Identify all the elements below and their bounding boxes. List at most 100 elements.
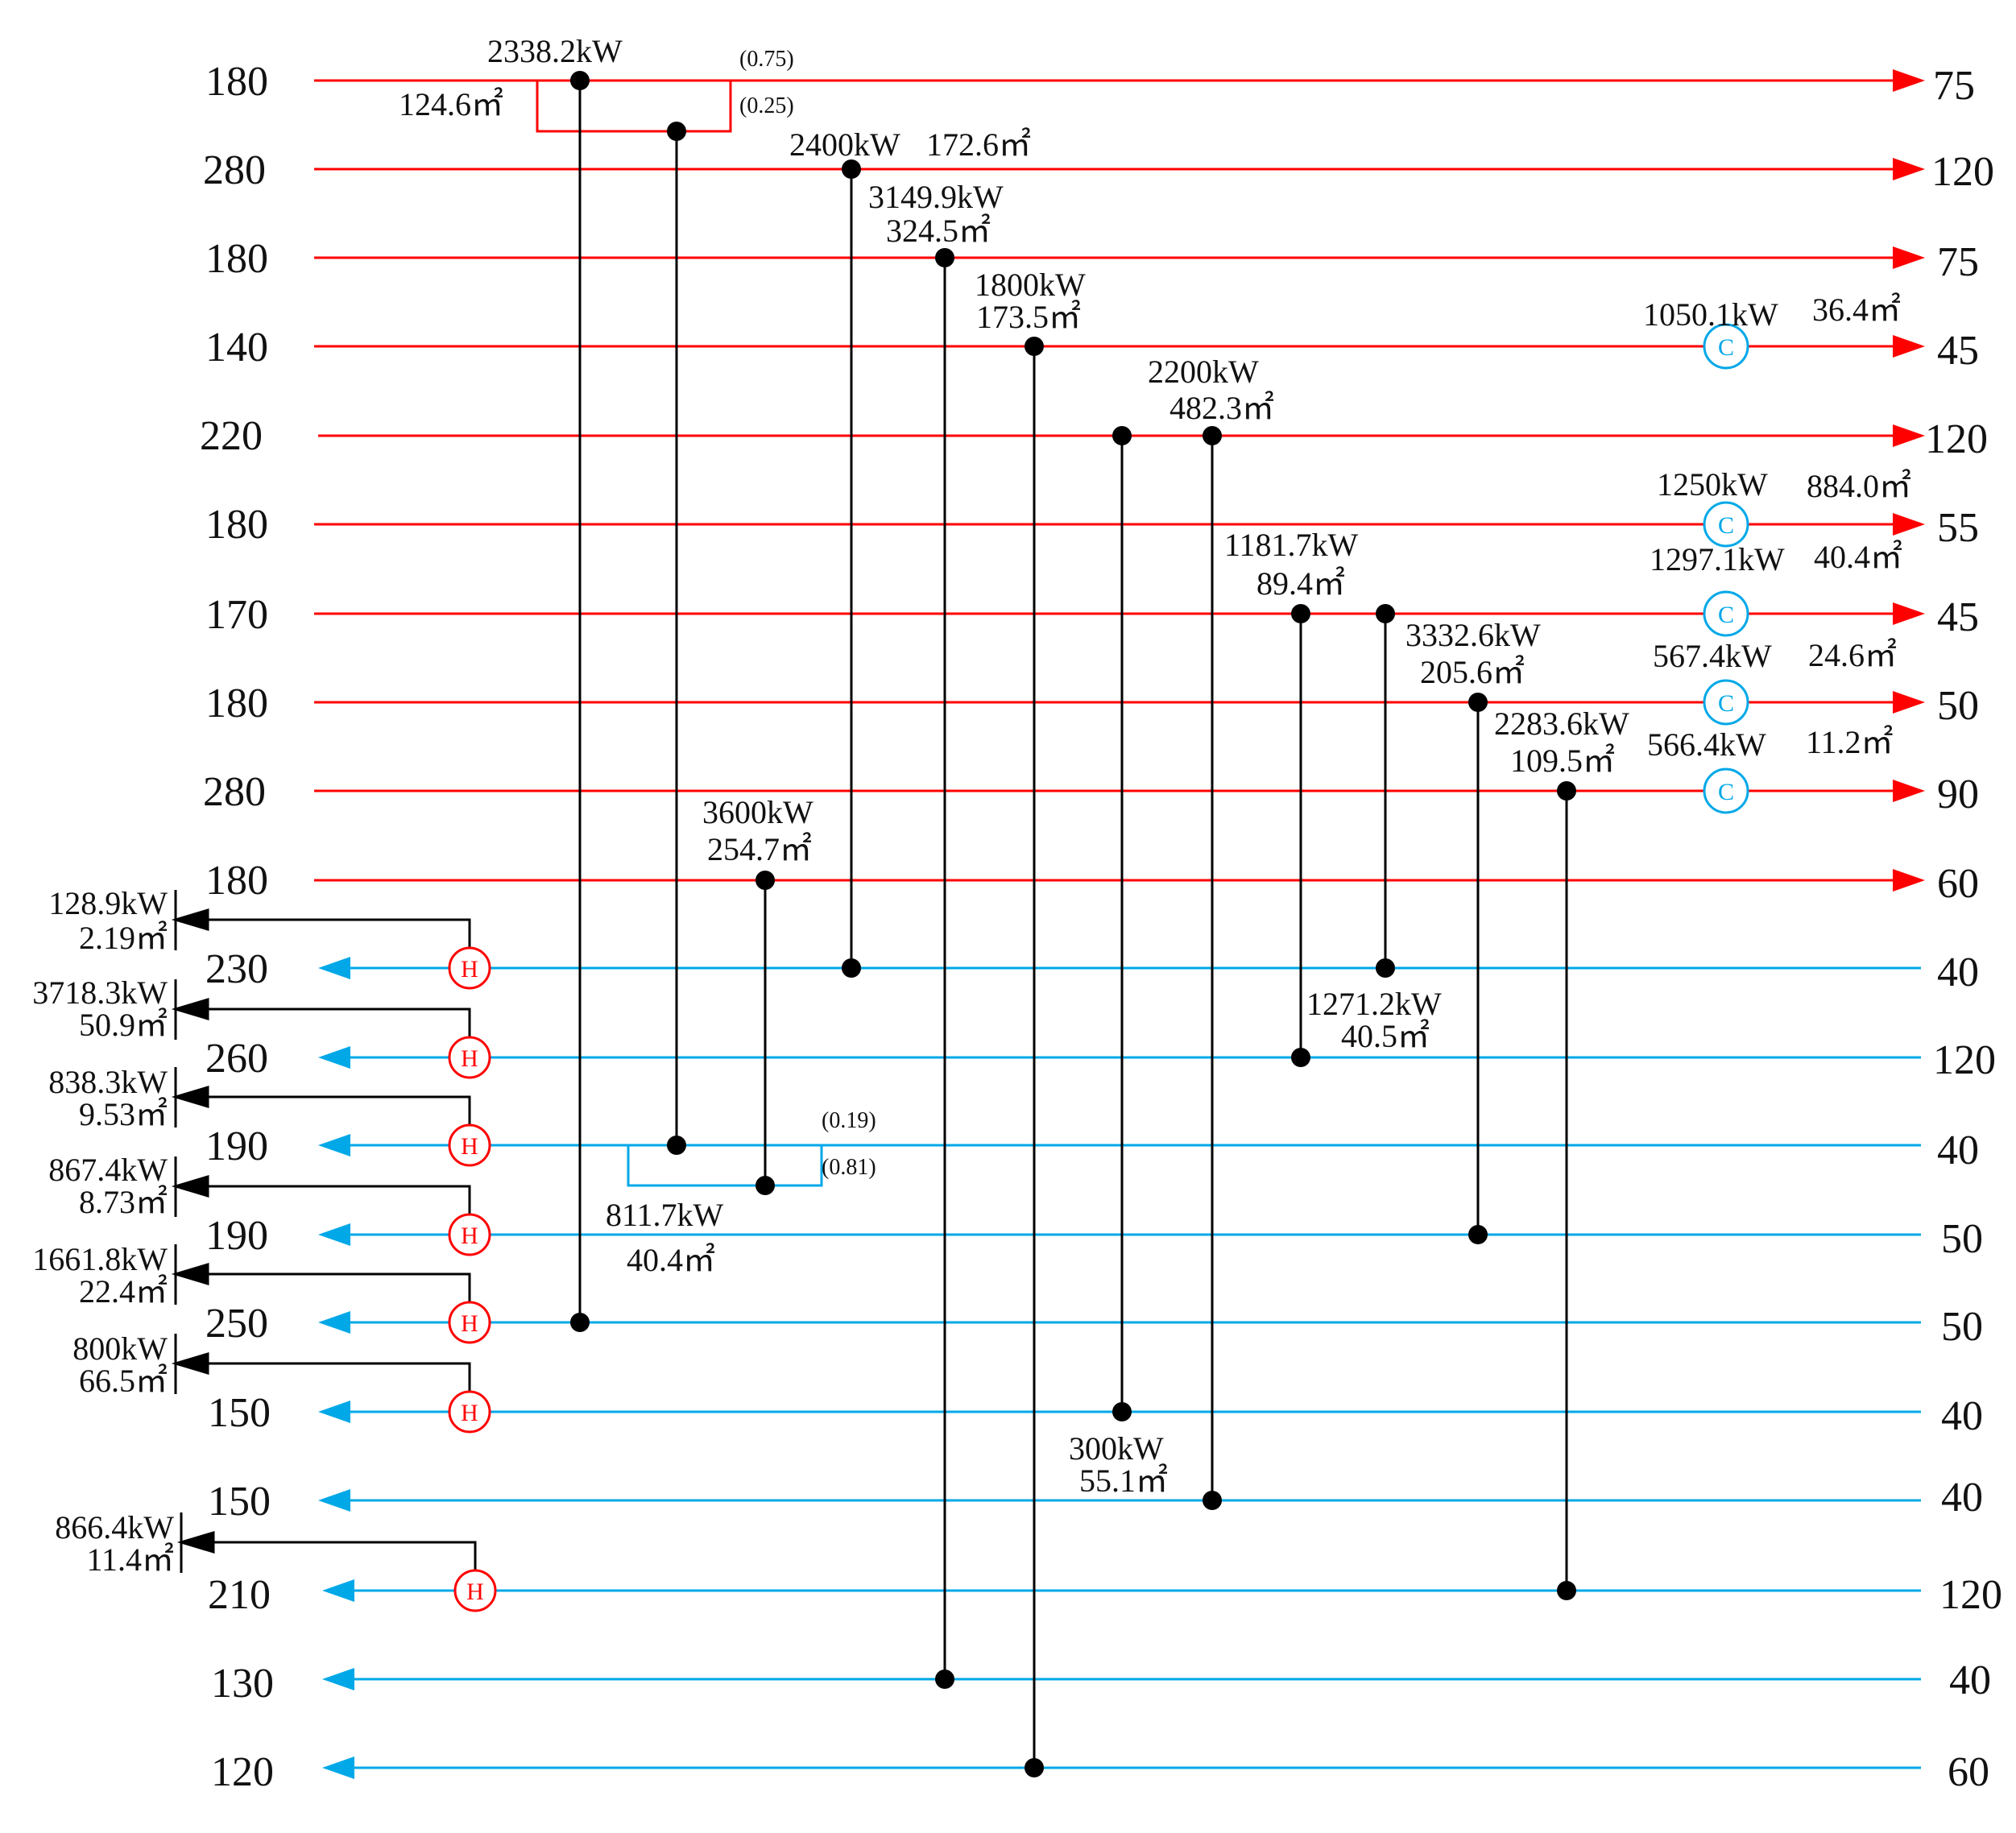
cooler-icon[interactable] (1703, 768, 1749, 814)
heater-arrowhead-1 (171, 908, 209, 932)
cooler-symbol: C (1718, 602, 1734, 628)
hot-stream-arrow-8 (1893, 691, 1925, 714)
cold-stream-arrow-9 (322, 1668, 354, 1690)
heater-icon[interactable] (448, 1390, 491, 1434)
match-duty-label: 300kW (1069, 1430, 1164, 1467)
cooler-8[interactable]: C (1703, 679, 1749, 726)
cold-stream-arrow-8 (322, 1579, 354, 1602)
cold-stream-arrow-4 (318, 1223, 350, 1246)
heater-icon[interactable] (448, 1123, 491, 1167)
heater-duty-label: 867.4kW (48, 1152, 168, 1188)
hot-supply-temp-5: 220 (200, 413, 263, 459)
match-node[interactable] (570, 71, 590, 90)
heater-icon[interactable] (448, 946, 491, 990)
match-node[interactable] (1291, 1048, 1310, 1067)
match-node[interactable] (1112, 426, 1132, 445)
match-node[interactable] (1557, 1581, 1576, 1600)
match-area-label: 173.5㎡ (976, 299, 1081, 335)
cooler-area-label: 11.2㎡ (1806, 724, 1894, 760)
heater-area-label: 9.53㎡ (79, 1096, 168, 1132)
cooler-icon[interactable] (1703, 501, 1749, 548)
cold-target-temp-10: 120 (211, 1749, 274, 1795)
cooler-symbol: C (1718, 512, 1734, 539)
heater-1[interactable]: H (448, 946, 491, 990)
cooler-9[interactable]: C (1703, 768, 1749, 814)
heater-duty-label: 1661.8kW (32, 1241, 168, 1277)
match-node[interactable] (1468, 693, 1488, 712)
heater-arrowhead-8 (176, 1530, 215, 1554)
cooler-duty-label: 1297.1kW (1650, 541, 1785, 577)
cold-supply-temp-4: 50 (1941, 1216, 1983, 1262)
cooler-area-label: 36.4㎡ (1812, 292, 1901, 328)
hot-supply-temp-2: 280 (203, 147, 266, 193)
cooler-7[interactable]: C (1703, 590, 1749, 637)
heater-labels: 128.9kW 2.19㎡ 3718.3kW 50.9㎡ 838.3kW 9.5… (32, 885, 174, 1578)
heater-line-8 (211, 1541, 477, 1570)
match-node[interactable] (935, 1670, 954, 1689)
match-node[interactable] (570, 1313, 590, 1332)
cooler-icon[interactable] (1703, 679, 1749, 726)
match-node[interactable] (755, 871, 775, 890)
match-node[interactable] (1025, 337, 1044, 356)
coolers: C C C C C (1703, 323, 1749, 814)
cooler-icon[interactable] (1703, 323, 1749, 370)
hot-supply-temp-3: 180 (205, 236, 268, 282)
match-area-label: 172.6㎡ (926, 126, 1031, 163)
match-node[interactable] (1557, 781, 1576, 801)
heater-5[interactable]: H (448, 1301, 491, 1344)
heater-area-label: 8.73㎡ (79, 1184, 168, 1220)
match-duty-label: 3600kW (702, 794, 813, 830)
heater-duty-label: 800kW (72, 1330, 168, 1367)
split-fraction-label: (0.25) (739, 93, 794, 118)
match-node[interactable] (755, 1176, 775, 1195)
match-node[interactable] (935, 248, 954, 267)
heater-6[interactable]: H (448, 1390, 491, 1434)
cold-supply-temp-6: 40 (1941, 1393, 1983, 1439)
match-node[interactable] (842, 958, 861, 978)
match-node[interactable] (1376, 958, 1395, 978)
cold-streams (318, 957, 1921, 1779)
heater-line-2 (205, 1008, 471, 1037)
cooler-symbol: C (1718, 779, 1734, 805)
heater-arrowhead-3 (171, 1085, 209, 1109)
match-duty-label: 2200kW (1148, 354, 1259, 390)
match-area-label: 89.4㎡ (1256, 565, 1345, 602)
cold-supply-temp-9: 40 (1949, 1657, 1991, 1703)
exchanger-labels: 2338.2kW 124.6㎡ (0.75) (0.25) 2400kW 172… (399, 33, 1629, 1499)
heater-icon[interactable] (448, 1036, 491, 1079)
heater-icon[interactable] (448, 1213, 491, 1256)
hot-stream-temperatures: 180 75 280 120 180 75 140 45 220 120 180… (200, 59, 1994, 907)
heater-symbol: H (461, 1133, 478, 1160)
match-node[interactable] (1112, 1402, 1132, 1421)
cooler-4[interactable]: C (1703, 323, 1749, 370)
match-node[interactable] (1203, 1491, 1222, 1510)
split-area-label: 40.4㎡ (627, 1242, 715, 1278)
cold-target-temp-9: 130 (211, 1661, 274, 1707)
hot-supply-temp-4: 140 (205, 325, 268, 370)
match-node[interactable] (667, 1136, 686, 1155)
heater-area-label: 2.19㎡ (79, 920, 168, 956)
heater-icon[interactable] (453, 1569, 497, 1612)
cold-supply-temp-3: 40 (1937, 1128, 1979, 1173)
hot-target-temp-3: 75 (1937, 239, 1979, 285)
cooler-icon[interactable] (1703, 590, 1749, 637)
match-node[interactable] (667, 122, 686, 141)
cold-target-temp-7: 150 (208, 1479, 271, 1525)
match-node[interactable] (1025, 1758, 1044, 1777)
heater-2[interactable]: H (448, 1036, 491, 1079)
cold-split (627, 1145, 823, 1187)
match-node[interactable] (1291, 604, 1310, 623)
heater-3[interactable]: H (448, 1123, 491, 1167)
heater-4[interactable]: H (448, 1213, 491, 1256)
match-node[interactable] (842, 159, 861, 179)
heater-arrowhead-6 (171, 1351, 209, 1376)
heater-8[interactable]: H (453, 1569, 497, 1612)
hot-supply-temp-9: 280 (203, 769, 266, 815)
match-node[interactable] (1376, 604, 1395, 623)
cooler-6[interactable]: C (1703, 501, 1749, 548)
heater-area-label: 66.5㎡ (79, 1363, 168, 1399)
match-node[interactable] (1468, 1225, 1488, 1244)
match-node[interactable] (1203, 426, 1222, 445)
split-fraction-label: (0.75) (739, 47, 794, 72)
heater-icon[interactable] (448, 1301, 491, 1344)
